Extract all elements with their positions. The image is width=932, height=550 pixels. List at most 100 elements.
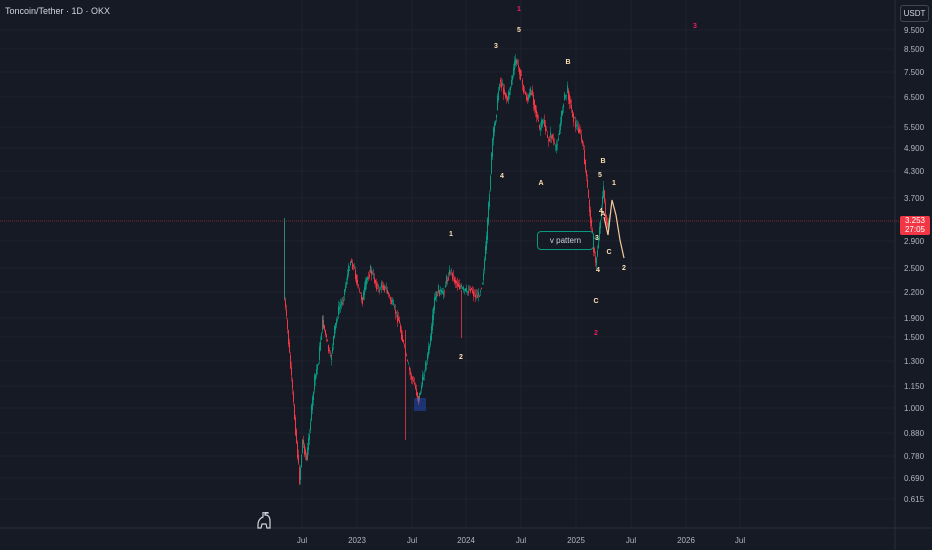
candle-body <box>383 285 384 290</box>
candle-body <box>331 354 332 360</box>
candle-body <box>456 281 457 284</box>
candle-body <box>471 288 472 290</box>
candle-body <box>511 80 512 85</box>
candle-body <box>439 290 440 297</box>
candle-body <box>347 274 348 280</box>
candle-body <box>566 94 567 96</box>
candle-body <box>584 150 585 165</box>
candle-body <box>525 92 526 95</box>
candle-body <box>424 374 425 376</box>
candle-body <box>556 144 557 150</box>
candle-body <box>450 272 451 274</box>
candle-body <box>466 287 467 292</box>
candle-body <box>431 325 432 340</box>
candle-body <box>328 345 329 352</box>
candle-body <box>542 119 543 125</box>
candle-body <box>572 110 573 118</box>
candle-body <box>391 300 392 305</box>
candle-body <box>559 130 560 135</box>
candle-body <box>370 265 371 273</box>
time-tick-label: Jul <box>516 536 526 545</box>
price-tick-label: 1.000 <box>904 404 925 413</box>
candle-body <box>325 330 326 335</box>
candle-body <box>425 362 426 370</box>
candle-body <box>360 292 361 294</box>
candle-body <box>436 291 437 298</box>
candle-body <box>338 306 339 315</box>
candle-body <box>554 142 555 144</box>
candle-body <box>430 335 431 345</box>
candle-body <box>560 122 561 130</box>
candle-body <box>296 430 297 443</box>
candle-body <box>514 60 515 70</box>
candle-body <box>371 270 372 275</box>
candle-body <box>410 371 411 375</box>
candle-body <box>557 144 558 146</box>
symbol-title[interactable]: Toncoin/Tether · 1D · OKX <box>5 6 111 16</box>
candle-body <box>489 194 490 207</box>
candle-body <box>442 290 443 294</box>
candle-body <box>469 289 470 291</box>
price-tick-label: 4.900 <box>904 144 925 153</box>
price-tick-label: 5.500 <box>904 123 925 132</box>
candle-body <box>500 80 501 83</box>
candle-body <box>487 218 488 240</box>
candle-body <box>398 317 399 321</box>
candle-body <box>339 307 340 310</box>
candle-body <box>413 380 414 381</box>
candle-body <box>461 285 462 288</box>
candle-body <box>477 295 478 298</box>
candle-body <box>306 455 307 460</box>
candle-body <box>504 90 505 95</box>
price-tick-label: 0.615 <box>904 495 925 504</box>
candle-body <box>543 121 544 123</box>
candle-body <box>286 310 287 316</box>
price-tick-label: 7.500 <box>904 68 925 77</box>
price-tick-label: 8.500 <box>904 45 925 54</box>
price-tick-label: 0.780 <box>904 452 925 461</box>
candle-body <box>502 83 503 85</box>
candle-body <box>377 285 378 286</box>
candle-body <box>389 295 390 296</box>
candle-body <box>449 269 450 275</box>
candle-body <box>606 215 607 224</box>
price-tick-label: 9.500 <box>904 26 925 35</box>
candle-body <box>380 288 381 290</box>
candle-body <box>440 289 441 292</box>
candle-body <box>427 354 428 360</box>
currency-button[interactable]: USDT <box>900 5 929 22</box>
candle-body <box>484 259 485 270</box>
candle-body <box>589 200 590 212</box>
candle-body <box>327 340 328 342</box>
candle-body <box>348 265 349 275</box>
time-tick-label: Jul <box>735 536 745 545</box>
candle-body <box>373 274 374 276</box>
candle-body <box>534 100 535 110</box>
candle-body <box>309 434 310 440</box>
candle-body <box>400 325 401 332</box>
price-tick-label: 0.880 <box>904 429 925 438</box>
candle-body <box>428 346 429 355</box>
candle-body <box>322 315 323 330</box>
candle-body <box>459 285 460 290</box>
candle-body <box>541 120 542 128</box>
candle-body <box>443 291 444 295</box>
highlight-box <box>414 398 426 411</box>
candle-body <box>601 207 602 217</box>
candle-body <box>352 262 353 270</box>
candle-body <box>586 170 587 177</box>
v-pattern-callout[interactable]: v pattern <box>537 231 594 250</box>
candle-body <box>507 97 508 101</box>
wave-label: 1 <box>449 231 453 238</box>
candle-body <box>573 113 574 122</box>
candle-body <box>495 121 496 125</box>
candle-body <box>433 307 434 320</box>
candle-body <box>367 277 368 280</box>
candle-body <box>351 260 352 263</box>
candle-body <box>402 335 403 342</box>
candle-body <box>537 115 538 119</box>
price-tick-label: 4.300 <box>904 167 925 176</box>
candle-body <box>350 261 351 265</box>
